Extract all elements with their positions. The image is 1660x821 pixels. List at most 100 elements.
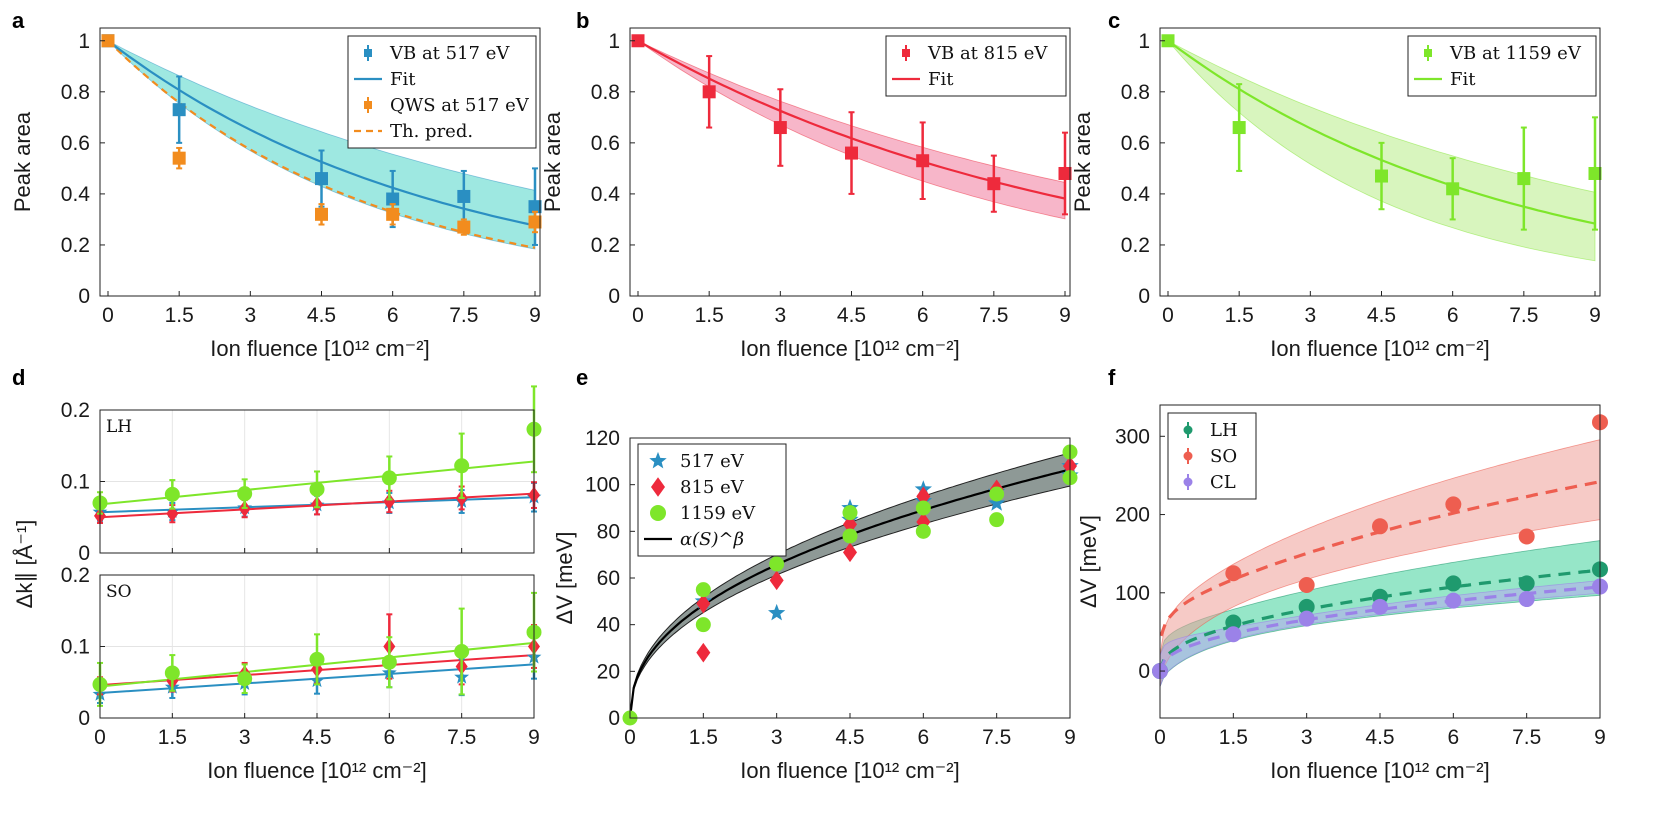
x-tick-label: 0 bbox=[102, 304, 114, 327]
legend-box bbox=[1167, 412, 1257, 500]
data-point bbox=[386, 207, 400, 221]
panel-label: b bbox=[576, 8, 589, 33]
data-point bbox=[773, 121, 787, 135]
data-point bbox=[1518, 528, 1535, 545]
subpanel-label: SO bbox=[106, 582, 132, 602]
y-tick-label: 20 bbox=[597, 660, 620, 683]
data-point bbox=[843, 542, 857, 563]
data-point bbox=[1225, 614, 1242, 631]
y-tick-label: 0 bbox=[608, 707, 620, 730]
legend-box bbox=[1407, 35, 1597, 97]
data-point bbox=[843, 514, 857, 535]
y-tick-label: 0.1 bbox=[61, 471, 90, 494]
x-tick-label: 9 bbox=[528, 726, 540, 749]
data-point bbox=[101, 34, 115, 48]
data-point bbox=[1298, 610, 1315, 627]
data-point bbox=[172, 103, 186, 117]
data-point bbox=[1161, 34, 1175, 48]
legend-marker bbox=[1183, 477, 1193, 487]
y-tick-label: 0 bbox=[1138, 660, 1150, 683]
x-tick-label: 7.5 bbox=[449, 304, 478, 327]
legend-label: LH bbox=[1210, 420, 1238, 441]
legend-label: VB at 815 eV bbox=[927, 43, 1048, 64]
x-tick-label: 6 bbox=[1447, 304, 1459, 327]
data-point bbox=[1232, 121, 1246, 135]
plot-frame bbox=[1159, 27, 1601, 297]
data-point bbox=[381, 470, 397, 486]
legend-label: QWS at 517 eV bbox=[390, 95, 530, 116]
data-point bbox=[702, 85, 716, 99]
data-point bbox=[457, 220, 471, 234]
x-tick-label: 7.5 bbox=[979, 304, 1008, 327]
legend-box bbox=[885, 35, 1067, 97]
data-point bbox=[1225, 626, 1242, 643]
x-tick-label: 4.5 bbox=[1365, 726, 1394, 749]
x-tick-label: 6 bbox=[917, 304, 929, 327]
legend-box bbox=[347, 35, 537, 149]
y-axis-label: Peak area bbox=[540, 111, 565, 212]
x-tick-label: 9 bbox=[1589, 304, 1601, 327]
data-point bbox=[528, 215, 542, 229]
legend-label: Fit bbox=[928, 69, 954, 90]
x-tick-label: 1.5 bbox=[165, 304, 194, 327]
x-tick-label: 3 bbox=[244, 304, 256, 327]
x-tick-label: 1.5 bbox=[1225, 304, 1254, 327]
plot-frame bbox=[99, 27, 541, 297]
x-tick-label: 7.5 bbox=[447, 726, 476, 749]
data-point bbox=[172, 151, 186, 165]
data-point bbox=[842, 528, 858, 544]
data-point bbox=[769, 570, 784, 591]
y-axis-label: Δk∥ [Å⁻¹] bbox=[12, 520, 37, 609]
data-point bbox=[1058, 166, 1072, 180]
legend-label: α(S)^β bbox=[680, 529, 744, 550]
legend-label: Fit bbox=[1450, 69, 1476, 90]
x-tick-label: 9 bbox=[1064, 726, 1076, 749]
x-axis-label: Ion fluence [10¹² cm⁻²] bbox=[207, 758, 426, 783]
panel-label: f bbox=[1108, 365, 1116, 390]
x-tick-label: 0 bbox=[632, 304, 644, 327]
legend-label: Th. pred. bbox=[390, 121, 473, 142]
data-point bbox=[1445, 592, 1462, 609]
data-point bbox=[386, 192, 400, 206]
data-point bbox=[1517, 172, 1531, 186]
data-point bbox=[237, 486, 253, 502]
y-tick-label: 0.1 bbox=[61, 636, 90, 659]
y-tick-label: 0.4 bbox=[1121, 183, 1151, 206]
legend-label: 517 eV bbox=[680, 451, 745, 472]
y-tick-label: 0 bbox=[78, 285, 90, 308]
y-tick-label: 0 bbox=[78, 707, 90, 730]
x-tick-label: 1.5 bbox=[1219, 726, 1248, 749]
panel-b: b 0 1.5 3 4.5 6 7.5 9 0 0.2 0.4 0.6 0.8 1 Ion fluence … bbox=[540, 8, 1072, 361]
y-axis-label: Peak area bbox=[10, 111, 35, 212]
data-point bbox=[696, 593, 711, 614]
data-point bbox=[989, 486, 1005, 502]
legend-box bbox=[637, 443, 787, 557]
y-tick-label: 0.4 bbox=[591, 183, 621, 206]
y-tick-label: 0.4 bbox=[61, 183, 91, 206]
x-tick-label: 0 bbox=[1154, 726, 1166, 749]
legend-marker bbox=[651, 477, 665, 497]
x-tick-label: 4.5 bbox=[1367, 304, 1396, 327]
data-point bbox=[381, 654, 397, 670]
x-tick-label: 4.5 bbox=[302, 726, 331, 749]
y-tick-label: 0 bbox=[608, 285, 620, 308]
x-axis-label: Ion fluence [10¹² cm⁻²] bbox=[210, 336, 429, 361]
data-point bbox=[309, 481, 325, 497]
y-tick-label: 0 bbox=[78, 542, 90, 565]
data-point bbox=[454, 644, 470, 660]
data-point bbox=[1372, 598, 1388, 615]
y-axis-label: ΔV [meV] bbox=[552, 532, 577, 625]
legend-marker bbox=[1183, 451, 1193, 461]
data-point bbox=[237, 671, 253, 687]
x-tick-label: 0 bbox=[1162, 304, 1174, 327]
y-tick-label: 1 bbox=[1138, 30, 1150, 53]
x-tick-label: 9 bbox=[1594, 726, 1606, 749]
data-point bbox=[1446, 182, 1460, 196]
panel-f: f 0 1.5 3 4.5 6 7.5 9 0 100 200 300 Ion fluence [10¹… bbox=[1076, 365, 1608, 783]
x-tick-label: 1.5 bbox=[689, 726, 718, 749]
data-point bbox=[1588, 166, 1602, 180]
legend-label: CL bbox=[1210, 472, 1236, 493]
legend-marker bbox=[649, 451, 667, 469]
data-point bbox=[1372, 518, 1388, 535]
panel-label: e bbox=[576, 365, 588, 390]
